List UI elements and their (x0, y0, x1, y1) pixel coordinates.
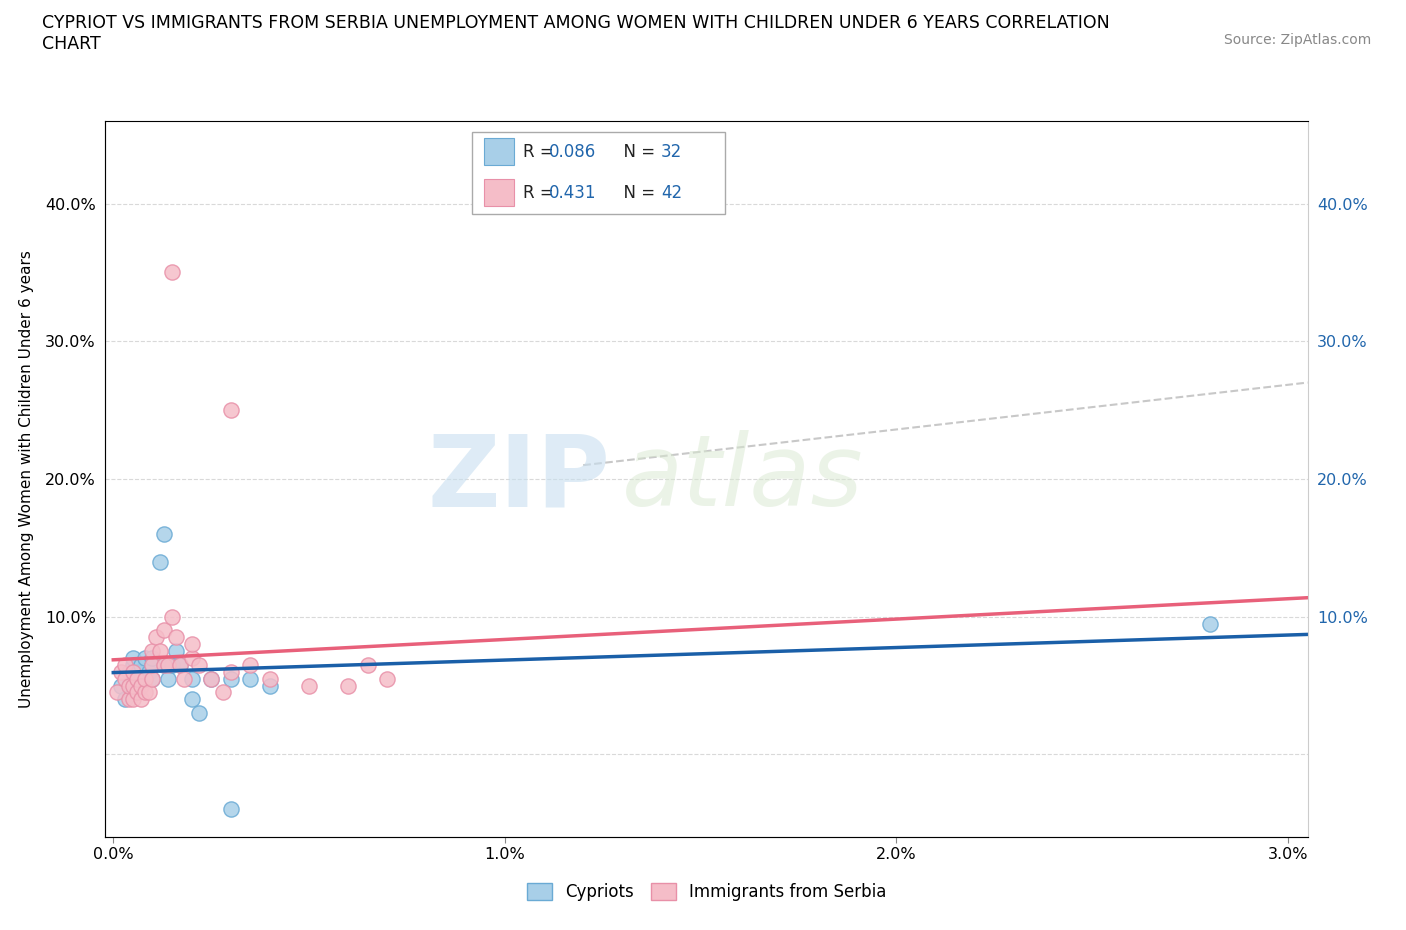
Point (134, 651, 156, 666)
Point (145, 630, 167, 644)
Text: ZIP: ZIP (427, 431, 610, 527)
Point (114, 671, 136, 686)
Point (121, 658, 143, 672)
Point (153, 526, 176, 541)
Text: N =: N = (613, 184, 661, 203)
Point (134, 671, 156, 686)
Point (141, 671, 163, 686)
Point (200, 671, 222, 686)
Point (141, 671, 163, 686)
Point (239, 671, 262, 686)
Text: CYPRIOT VS IMMIGRANTS FROM SERBIA UNEMPLOYMENT AMONG WOMEN WITH CHILDREN UNDER 6: CYPRIOT VS IMMIGRANTS FROM SERBIA UNEMPL… (42, 14, 1109, 32)
Point (180, 637, 202, 652)
Point (180, 651, 202, 666)
Point (138, 664, 160, 679)
Point (121, 678, 143, 693)
Text: atlas: atlas (623, 431, 865, 527)
Point (337, 678, 360, 693)
Point (129, 658, 152, 672)
Point (173, 671, 195, 686)
Text: 0.086: 0.086 (548, 143, 596, 161)
Point (121, 671, 143, 686)
Text: 42: 42 (661, 184, 682, 203)
Point (180, 692, 202, 707)
Point (212, 685, 235, 700)
FancyBboxPatch shape (484, 138, 515, 166)
FancyBboxPatch shape (484, 179, 515, 206)
Point (219, 664, 242, 679)
Point (377, 671, 399, 686)
Point (110, 664, 132, 679)
Point (125, 685, 148, 700)
Y-axis label: Unemployment Among Women with Children Under 6 years: Unemployment Among Women with Children U… (18, 250, 34, 708)
Point (141, 651, 163, 666)
Point (125, 671, 148, 686)
Point (118, 678, 141, 693)
Point (149, 644, 172, 658)
Point (298, 678, 321, 693)
Text: 32: 32 (661, 143, 682, 161)
Point (134, 671, 156, 686)
Point (160, 265, 183, 280)
Point (129, 678, 152, 693)
Point (219, 802, 242, 817)
Point (138, 685, 160, 700)
Point (165, 644, 187, 658)
FancyBboxPatch shape (472, 132, 724, 214)
Point (169, 658, 191, 672)
Point (157, 671, 180, 686)
Point (219, 671, 242, 686)
Point (141, 658, 163, 672)
Point (160, 609, 183, 624)
Point (129, 692, 152, 707)
Point (121, 692, 143, 707)
Point (188, 658, 211, 672)
Point (118, 664, 141, 679)
Point (153, 658, 176, 672)
Text: R =: R = (523, 143, 558, 161)
Point (149, 554, 172, 569)
Point (200, 671, 222, 686)
Text: R =: R = (523, 184, 564, 203)
Legend: Cypriots, Immigrants from Serbia: Cypriots, Immigrants from Serbia (520, 876, 893, 908)
Point (114, 658, 136, 672)
Point (121, 664, 143, 679)
Point (141, 644, 163, 658)
Point (219, 403, 242, 418)
Text: CHART: CHART (42, 35, 101, 53)
Text: 0.431: 0.431 (548, 184, 596, 203)
Point (157, 658, 180, 672)
Point (188, 706, 211, 721)
Point (129, 671, 152, 686)
Point (239, 658, 262, 672)
Point (125, 678, 148, 693)
Text: N =: N = (613, 143, 661, 161)
Point (259, 671, 281, 686)
Point (134, 685, 156, 700)
Point (125, 664, 148, 679)
Point (180, 671, 202, 686)
Point (153, 623, 176, 638)
Point (160, 658, 183, 672)
Point (121, 651, 143, 666)
Point (169, 658, 191, 672)
Point (259, 678, 281, 693)
Point (118, 692, 141, 707)
Text: Source: ZipAtlas.com: Source: ZipAtlas.com (1223, 33, 1371, 46)
Point (110, 678, 132, 693)
Point (141, 658, 163, 672)
Point (114, 692, 136, 707)
Point (357, 658, 380, 672)
Point (165, 630, 187, 644)
Point (105, 685, 128, 700)
Point (153, 658, 176, 672)
Point (1198, 616, 1220, 631)
